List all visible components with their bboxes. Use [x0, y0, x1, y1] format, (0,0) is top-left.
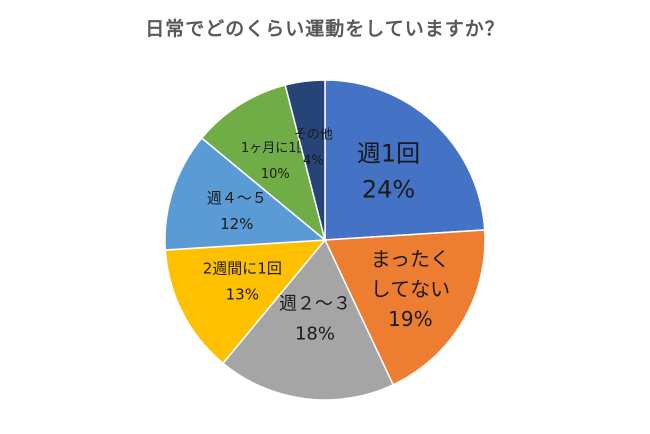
slice-category-label: してない: [371, 277, 450, 301]
chart-title: 日常でどのくらい運動をしていますか？: [145, 18, 505, 40]
slice-value-label: 12%: [220, 215, 253, 233]
slice-category-label: 1ヶ月に1回: [241, 141, 310, 156]
pie-slice-6: [200, 84, 327, 243]
slice-category-label: その他: [294, 127, 333, 142]
slice-value-label: 24%: [362, 175, 415, 203]
slice-value-label: 18%: [295, 323, 335, 344]
pie-slice-4: [164, 239, 327, 365]
slice-value-label: 19%: [388, 307, 432, 331]
slice-value-label: 13%: [226, 286, 259, 304]
slice-value-label: 4%: [303, 153, 324, 168]
slice-category-label: 週２～３: [279, 293, 351, 314]
slice-category-label: 週1回: [357, 139, 420, 167]
slice-category-label: 2週間に1回: [203, 260, 282, 278]
pie-slice-7: [284, 79, 326, 241]
pie-slice-3: [221, 238, 395, 401]
pie-slice-1: [324, 79, 486, 241]
slice-category-label: 週４～５: [207, 189, 267, 207]
pie-slice-5: [164, 136, 327, 251]
slice-value-label: 10%: [261, 167, 290, 182]
pie-slice-2: [323, 229, 486, 386]
slice-category-label: まったく: [371, 247, 450, 271]
